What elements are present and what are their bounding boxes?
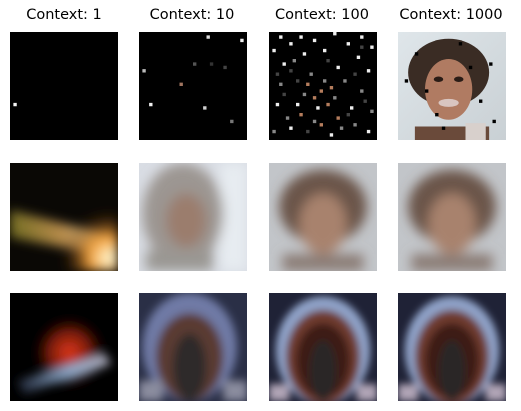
tile-r1-c3 bbox=[269, 32, 377, 140]
column-title-1: Context: 1 bbox=[26, 7, 102, 23]
dark-arch-image bbox=[269, 293, 377, 401]
context-pixels-image bbox=[139, 32, 247, 140]
tile-r2-c2 bbox=[139, 163, 247, 271]
blurry-face-image bbox=[269, 163, 377, 271]
column-title-3: Context: 100 bbox=[275, 7, 369, 23]
tile-r1-c1 bbox=[10, 32, 118, 140]
dark-arch-image bbox=[139, 293, 247, 401]
tile-r2-c4 bbox=[398, 163, 506, 271]
dark-arch-image bbox=[398, 293, 506, 401]
tile-r3-c3 bbox=[269, 293, 377, 401]
context-pixels-image bbox=[10, 32, 118, 140]
tile-r3-c2 bbox=[139, 293, 247, 401]
tile-r1-c4 bbox=[398, 32, 506, 140]
column-title-2: Context: 10 bbox=[149, 7, 235, 23]
context-pixels-image bbox=[269, 32, 377, 140]
tile-r3-c4 bbox=[398, 293, 506, 401]
face-image bbox=[398, 32, 506, 140]
tile-r2-c1 bbox=[10, 163, 118, 271]
tile-r1-c2 bbox=[139, 32, 247, 140]
tile-r3-c1 bbox=[10, 293, 118, 401]
dark-streak-image bbox=[10, 293, 118, 401]
column-title-4: Context: 1000 bbox=[399, 7, 503, 23]
blurry-face-image bbox=[139, 163, 247, 271]
blurry-streak-image bbox=[10, 163, 118, 271]
blurry-face-image bbox=[398, 163, 506, 271]
tile-r2-c3 bbox=[269, 163, 377, 271]
